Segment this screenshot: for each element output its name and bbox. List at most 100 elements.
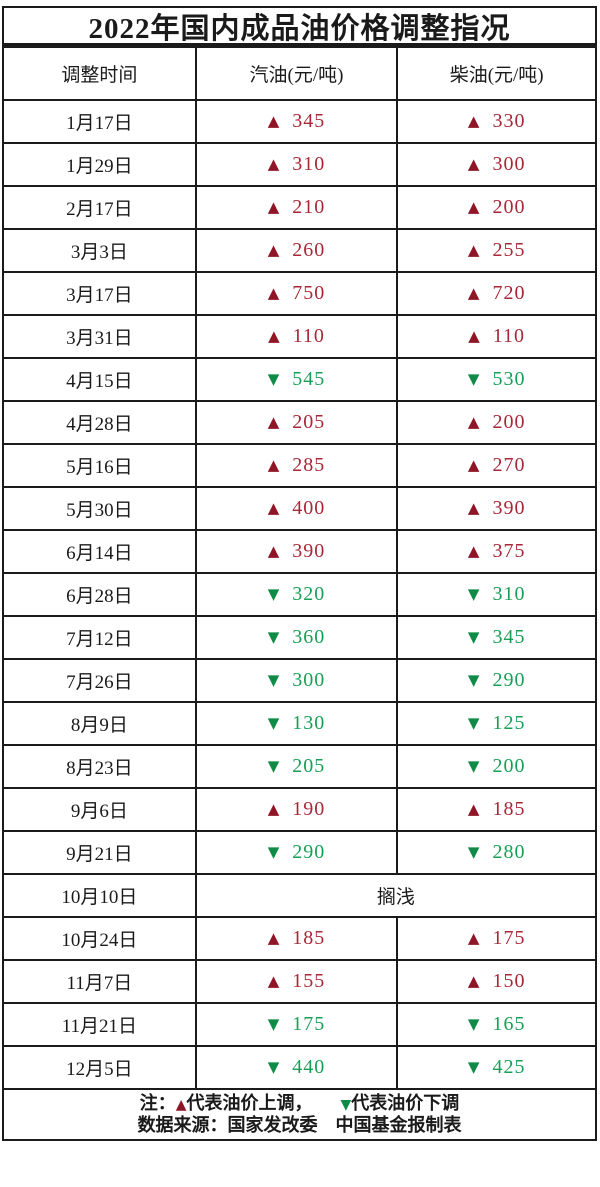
price-change-value: 185 bbox=[492, 798, 526, 820]
down-arrow-icon: ▼ bbox=[267, 370, 280, 388]
price-change-value: 150 bbox=[492, 970, 526, 992]
down-arrow-icon: ▼ bbox=[467, 1015, 480, 1033]
price-change-value: 165 bbox=[492, 1013, 526, 1035]
price-change: ▼ 165 bbox=[398, 1013, 595, 1036]
table-body: 1月17日 ▲ 345 ▲ 330 1月29日 ▲ 310 ▲ 300 2月17日 ▲ 210 ▲ 200 3… bbox=[2, 99, 598, 1090]
price-change: ▲ 110 bbox=[197, 325, 397, 348]
price-change-value: 440 bbox=[292, 1056, 326, 1078]
diesel-change-cell: ▼ 165 bbox=[396, 1002, 597, 1047]
column-header-diesel: 柴油(元/吨) bbox=[396, 46, 597, 101]
price-change: ▼ 290 bbox=[197, 841, 397, 864]
date-cell: 4月15日 bbox=[2, 357, 197, 402]
price-change: ▲ 400 bbox=[197, 497, 397, 520]
table-row: 6月28日 ▼ 320 ▼ 310 bbox=[2, 572, 597, 617]
price-change-value: 110 bbox=[492, 325, 526, 347]
down-arrow-icon: ▼ bbox=[267, 843, 280, 861]
gasoline-change-cell: ▼ 205 bbox=[194, 744, 399, 789]
price-change: ▼ 345 bbox=[398, 626, 595, 649]
price-change: ▼ 360 bbox=[197, 626, 397, 649]
price-change-value: 270 bbox=[492, 454, 526, 476]
table-row: 4月28日 ▲ 205 ▲ 200 bbox=[2, 400, 597, 445]
table-row: 3月31日 ▲ 110 ▲ 110 bbox=[2, 314, 597, 359]
date-cell: 6月28日 bbox=[2, 572, 197, 617]
down-arrow-icon: ▼ bbox=[267, 628, 280, 646]
price-change: ▲ 390 bbox=[197, 540, 397, 563]
price-change: ▲ 330 bbox=[398, 110, 595, 133]
up-arrow-icon: ▲ bbox=[467, 155, 480, 173]
date-cell: 2月17日 bbox=[2, 185, 197, 230]
table-row: 10月24日 ▲ 185 ▲ 175 bbox=[2, 916, 597, 961]
up-arrow-icon: ▲ bbox=[267, 499, 280, 517]
price-change: ▼ 130 bbox=[197, 712, 397, 735]
diesel-change-cell: ▲ 720 bbox=[396, 271, 597, 316]
diesel-change-cell: ▼ 425 bbox=[396, 1045, 597, 1090]
diesel-change-cell: ▼ 345 bbox=[396, 615, 597, 660]
up-arrow-icon: ▲ bbox=[267, 284, 280, 302]
table-row: 7月12日 ▼ 360 ▼ 345 bbox=[2, 615, 597, 660]
date-cell: 10月10日 bbox=[2, 873, 197, 918]
price-change-value: 375 bbox=[492, 540, 526, 562]
table-footer: 注：▲代表油价上调， ▼代表油价下调 数据来源：国家发改委 中国基金报制表 bbox=[2, 1090, 597, 1141]
gasoline-change-cell: ▼ 320 bbox=[194, 572, 399, 617]
diesel-change-cell: ▼ 310 bbox=[396, 572, 597, 617]
table-row: 9月6日 ▲ 190 ▲ 185 bbox=[2, 787, 597, 832]
table-row: 6月14日 ▲ 390 ▲ 375 bbox=[2, 529, 597, 574]
up-arrow-icon: ▲ bbox=[267, 456, 280, 474]
table-row: 8月23日 ▼ 205 ▼ 200 bbox=[2, 744, 597, 789]
price-change-value: 125 bbox=[492, 712, 526, 734]
date-cell: 5月30日 bbox=[2, 486, 197, 531]
price-change-value: 360 bbox=[292, 626, 326, 648]
down-arrow-icon: ▼ bbox=[267, 671, 280, 689]
table-row: 9月21日 ▼ 290 ▼ 280 bbox=[2, 830, 597, 875]
legend-down-group: ▼代表油价下调 bbox=[341, 1093, 460, 1113]
down-arrow-icon: ▼ bbox=[467, 1058, 480, 1076]
diesel-change-cell: ▲ 175 bbox=[396, 916, 597, 961]
price-change-value: 200 bbox=[492, 196, 526, 218]
up-arrow-icon: ▲ bbox=[175, 1097, 187, 1113]
price-change: ▼ 320 bbox=[197, 583, 397, 606]
down-arrow-icon: ▼ bbox=[467, 628, 480, 646]
up-arrow-icon: ▲ bbox=[267, 413, 280, 431]
price-change: ▲ 200 bbox=[398, 196, 595, 219]
price-change: ▼ 310 bbox=[398, 583, 595, 606]
date-cell: 3月31日 bbox=[2, 314, 197, 359]
table-row: 4月15日 ▼ 545 ▼ 530 bbox=[2, 357, 597, 402]
price-change-value: 175 bbox=[492, 927, 526, 949]
date-cell: 1月29日 bbox=[2, 142, 197, 187]
legend-prefix: 注： bbox=[139, 1093, 176, 1113]
date-cell: 8月9日 bbox=[2, 701, 197, 746]
diesel-change-cell: ▲ 330 bbox=[396, 99, 597, 144]
diesel-change-cell: ▲ 200 bbox=[396, 400, 597, 445]
gasoline-change-cell: ▲ 260 bbox=[194, 228, 399, 273]
price-change: ▲ 200 bbox=[398, 411, 595, 434]
up-arrow-icon: ▲ bbox=[467, 800, 480, 818]
price-change-value: 310 bbox=[492, 583, 526, 605]
price-change: ▲ 270 bbox=[398, 454, 595, 477]
column-header-gasoline: 汽油(元/吨) bbox=[194, 46, 399, 101]
diesel-change-cell: ▲ 185 bbox=[396, 787, 597, 832]
price-change: ▲ 260 bbox=[197, 239, 397, 262]
down-arrow-icon: ▼ bbox=[467, 714, 480, 732]
diesel-change-cell: ▼ 125 bbox=[396, 701, 597, 746]
down-arrow-icon: ▼ bbox=[267, 714, 280, 732]
gasoline-change-cell: ▲ 185 bbox=[194, 916, 399, 961]
price-change-value: 390 bbox=[292, 540, 326, 562]
price-change: ▲ 175 bbox=[398, 927, 595, 950]
price-change: ▲ 375 bbox=[398, 540, 595, 563]
price-change: ▼ 125 bbox=[398, 712, 595, 735]
price-change-value: 300 bbox=[292, 669, 326, 691]
table-row: 5月16日 ▲ 285 ▲ 270 bbox=[2, 443, 597, 488]
up-arrow-icon: ▲ bbox=[267, 155, 280, 173]
price-change: ▲ 390 bbox=[398, 497, 595, 520]
price-change: ▲ 255 bbox=[398, 239, 595, 262]
down-arrow-icon: ▼ bbox=[340, 1097, 352, 1113]
price-change: ▼ 205 bbox=[197, 755, 397, 778]
price-change: ▼ 175 bbox=[197, 1013, 397, 1036]
column-header-date: 调整时间 bbox=[2, 46, 197, 101]
price-change-value: 190 bbox=[292, 798, 326, 820]
date-cell: 3月17日 bbox=[2, 271, 197, 316]
date-cell: 9月21日 bbox=[2, 830, 197, 875]
table-row: 12月5日 ▼ 440 ▼ 425 bbox=[2, 1045, 597, 1090]
down-arrow-icon: ▼ bbox=[467, 370, 480, 388]
